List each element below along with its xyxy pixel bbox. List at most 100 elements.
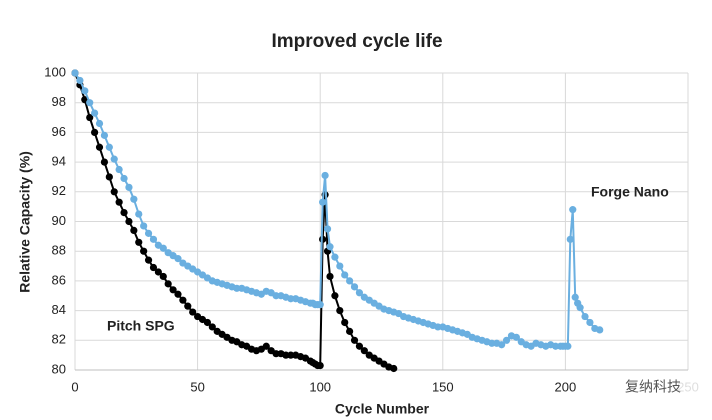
data-point xyxy=(179,296,187,304)
data-point xyxy=(326,243,334,251)
data-point xyxy=(86,99,94,107)
data-point xyxy=(262,342,270,350)
data-point xyxy=(184,302,192,310)
data-point xyxy=(596,326,604,334)
data-point xyxy=(350,336,359,344)
data-point xyxy=(105,143,113,151)
data-point xyxy=(512,333,520,341)
data-point xyxy=(115,165,123,174)
data-point xyxy=(319,198,327,206)
data-point xyxy=(316,361,324,370)
data-point xyxy=(105,173,113,181)
data-point xyxy=(208,323,216,331)
data-point xyxy=(331,292,339,300)
data-point xyxy=(159,244,167,252)
data-point xyxy=(159,272,167,281)
y-tick-label: 84 xyxy=(52,302,66,317)
data-point xyxy=(576,304,584,312)
x-tick-label: 200 xyxy=(555,379,577,394)
data-point xyxy=(174,255,182,263)
data-point xyxy=(390,364,398,373)
data-point xyxy=(100,131,109,139)
data-point xyxy=(149,235,158,243)
data-point xyxy=(203,318,212,327)
data-point xyxy=(321,171,329,180)
data-point xyxy=(174,290,182,298)
data-point xyxy=(350,283,359,291)
y-tick-label: 94 xyxy=(52,154,66,169)
data-point xyxy=(125,183,133,191)
data-point xyxy=(336,262,344,270)
data-point xyxy=(110,188,118,196)
data-point xyxy=(169,286,177,294)
data-point xyxy=(76,76,84,85)
data-point xyxy=(135,210,143,218)
data-point xyxy=(95,119,104,128)
y-tick-label: 82 xyxy=(52,332,66,347)
data-point xyxy=(140,247,148,255)
data-point xyxy=(189,308,197,316)
data-point xyxy=(341,271,349,279)
data-point xyxy=(91,109,99,117)
data-point xyxy=(502,336,511,344)
watermark: 复纳科技 xyxy=(625,379,681,395)
data-point xyxy=(130,195,138,203)
data-point xyxy=(581,312,589,321)
y-tick-label: 98 xyxy=(52,94,66,109)
data-point xyxy=(144,229,153,237)
data-point xyxy=(498,341,506,349)
data-point xyxy=(564,342,572,350)
data-point xyxy=(331,253,339,261)
data-point xyxy=(125,217,133,226)
data-point xyxy=(341,318,349,327)
x-tick-label: 0 xyxy=(71,379,78,394)
chart-title: Improved cycle life xyxy=(271,31,442,52)
series-label: Pitch SPG xyxy=(107,318,175,334)
y-tick-label: 96 xyxy=(52,124,66,139)
data-point xyxy=(164,280,172,288)
data-point xyxy=(120,174,128,183)
data-point xyxy=(71,69,79,77)
data-point xyxy=(360,347,368,355)
data-point xyxy=(586,318,594,327)
x-tick-label: 100 xyxy=(309,379,331,394)
watermark-bg xyxy=(598,372,712,402)
data-point xyxy=(86,113,94,122)
data-point xyxy=(110,155,118,163)
data-point xyxy=(346,277,354,285)
data-point xyxy=(566,235,574,243)
data-point xyxy=(81,87,89,95)
y-axis-label: Relative Capacity (%) xyxy=(17,151,33,293)
y-tick-label: 80 xyxy=(52,361,66,376)
data-point xyxy=(100,158,109,166)
data-point xyxy=(95,143,104,151)
data-point xyxy=(346,327,354,335)
y-tick-label: 88 xyxy=(52,243,66,258)
data-point xyxy=(91,128,99,136)
data-point xyxy=(571,293,579,301)
y-tick-label: 92 xyxy=(52,183,66,198)
y-tick-label: 100 xyxy=(44,64,66,79)
data-point xyxy=(115,198,123,206)
x-tick-label: 150 xyxy=(432,379,454,394)
data-point xyxy=(569,206,577,214)
data-point xyxy=(316,301,324,309)
data-point xyxy=(140,222,148,230)
x-tick-label: 50 xyxy=(190,379,204,394)
data-point xyxy=(130,226,138,235)
data-point xyxy=(149,263,158,272)
data-point xyxy=(120,208,128,217)
data-point xyxy=(326,272,334,281)
data-point xyxy=(355,289,364,297)
data-point xyxy=(135,238,143,246)
data-point xyxy=(323,225,332,233)
data-point xyxy=(154,268,162,276)
y-tick-label: 86 xyxy=(52,272,66,287)
x-axis-label: Cycle Number xyxy=(335,401,430,417)
data-point xyxy=(355,342,364,350)
data-point xyxy=(144,256,153,264)
series-label: Forge Nano xyxy=(591,184,669,200)
y-tick-label: 90 xyxy=(52,213,66,228)
data-point xyxy=(336,307,344,315)
